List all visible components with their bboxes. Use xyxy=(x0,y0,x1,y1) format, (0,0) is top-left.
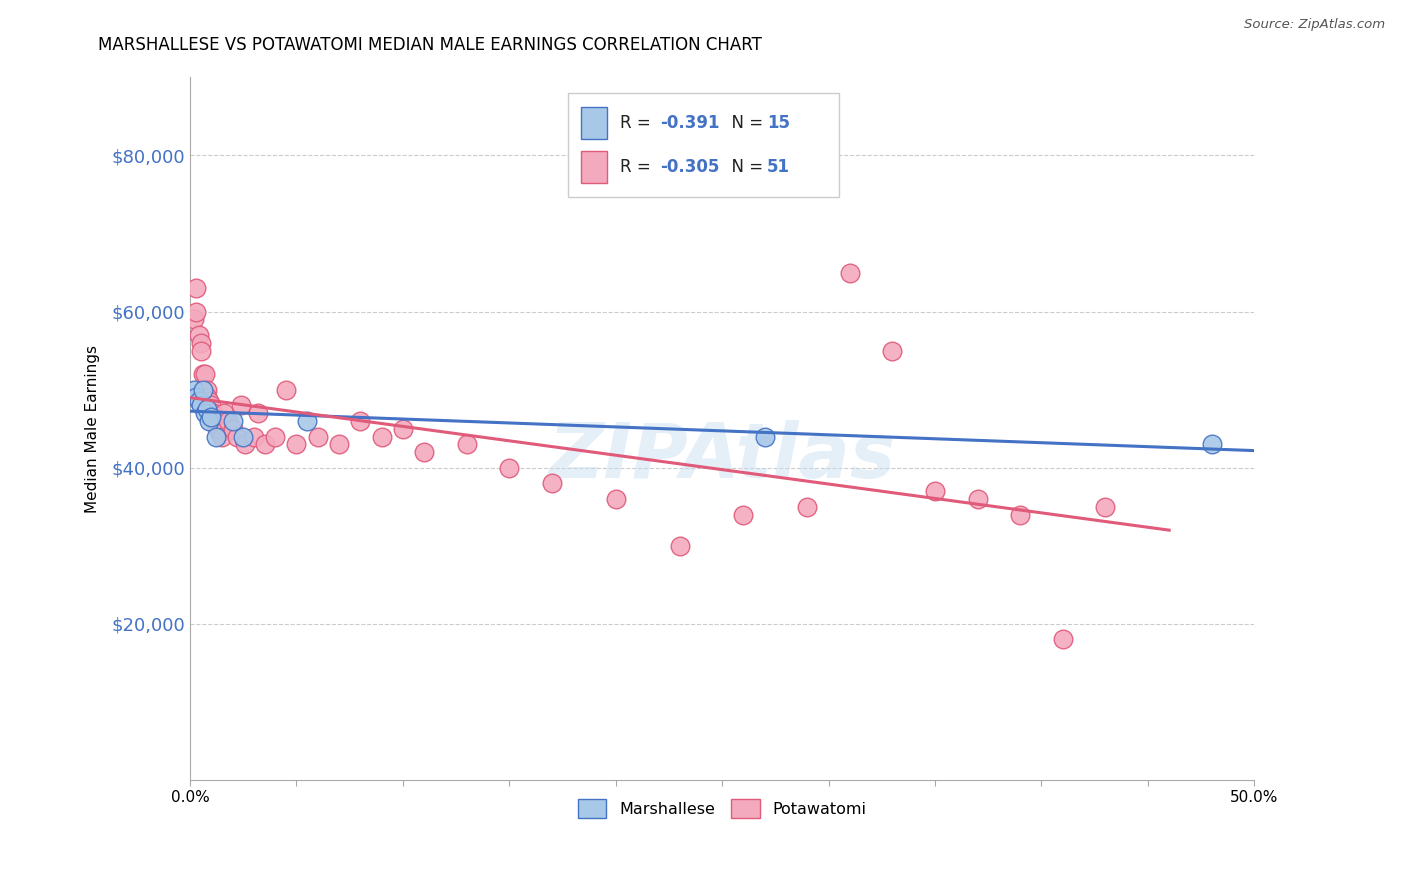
Point xyxy=(1010,508,1032,522)
Point xyxy=(190,335,212,350)
Point xyxy=(274,383,297,397)
Text: R =: R = xyxy=(620,158,657,176)
Point xyxy=(253,437,276,451)
Point xyxy=(195,383,218,397)
Point xyxy=(211,429,233,443)
Point xyxy=(183,383,205,397)
Point xyxy=(605,491,627,506)
Point xyxy=(733,508,755,522)
Text: Source: ZipAtlas.com: Source: ZipAtlas.com xyxy=(1244,18,1385,31)
Point xyxy=(966,491,988,506)
Point xyxy=(307,429,329,443)
Point xyxy=(191,367,214,381)
Text: -0.305: -0.305 xyxy=(661,158,720,176)
Point xyxy=(198,414,221,428)
Point xyxy=(838,266,860,280)
Point xyxy=(882,343,904,358)
Point xyxy=(541,476,564,491)
Point xyxy=(349,414,371,428)
Point xyxy=(392,422,415,436)
Point xyxy=(217,414,239,428)
Point xyxy=(207,422,229,436)
Point xyxy=(221,414,243,428)
Text: 15: 15 xyxy=(766,114,790,132)
Y-axis label: Median Male Earnings: Median Male Earnings xyxy=(86,344,100,513)
Point xyxy=(194,367,217,381)
Point xyxy=(204,414,226,428)
Point xyxy=(183,312,205,326)
Text: R =: R = xyxy=(620,114,657,132)
Point xyxy=(202,406,225,420)
Point xyxy=(243,429,266,443)
Point xyxy=(190,398,212,412)
Point xyxy=(212,406,235,420)
Point xyxy=(1201,437,1223,451)
Point xyxy=(186,391,208,405)
Point xyxy=(498,460,520,475)
FancyBboxPatch shape xyxy=(581,152,607,183)
Point xyxy=(187,328,209,343)
Point xyxy=(187,394,209,409)
Point xyxy=(225,429,247,443)
Text: -0.391: -0.391 xyxy=(661,114,720,132)
Point xyxy=(204,429,226,443)
Point xyxy=(370,429,392,443)
Point xyxy=(1094,500,1116,514)
Point xyxy=(191,383,214,397)
Text: 51: 51 xyxy=(766,158,790,176)
FancyBboxPatch shape xyxy=(581,107,607,138)
Point xyxy=(232,429,254,443)
Point xyxy=(1052,632,1074,647)
Point xyxy=(190,343,212,358)
Point xyxy=(200,398,222,412)
Point xyxy=(924,484,946,499)
Point xyxy=(247,406,270,420)
FancyBboxPatch shape xyxy=(568,93,839,197)
Point xyxy=(264,429,287,443)
Text: MARSHALLESE VS POTAWATOMI MEDIAN MALE EARNINGS CORRELATION CHART: MARSHALLESE VS POTAWATOMI MEDIAN MALE EA… xyxy=(98,36,762,54)
Text: N =: N = xyxy=(721,114,769,132)
Point xyxy=(754,429,776,443)
Point xyxy=(221,422,243,436)
Point xyxy=(186,304,208,318)
Point xyxy=(295,414,318,428)
Point xyxy=(195,391,218,405)
Text: ZIPAtlas: ZIPAtlas xyxy=(548,420,896,494)
Point xyxy=(186,281,208,295)
Point xyxy=(200,409,222,424)
Point xyxy=(413,445,436,459)
Text: N =: N = xyxy=(721,158,769,176)
Point xyxy=(198,394,221,409)
Point xyxy=(208,425,231,440)
Point xyxy=(796,500,818,514)
Point xyxy=(668,539,690,553)
Point xyxy=(328,437,350,451)
Point xyxy=(229,398,252,412)
Point xyxy=(235,437,257,451)
Point xyxy=(285,437,308,451)
Point xyxy=(200,409,222,424)
Point xyxy=(456,437,478,451)
Point xyxy=(194,406,217,420)
Point xyxy=(204,417,226,432)
Point xyxy=(195,402,218,417)
Legend: Marshallese, Potawatomi: Marshallese, Potawatomi xyxy=(571,792,873,825)
